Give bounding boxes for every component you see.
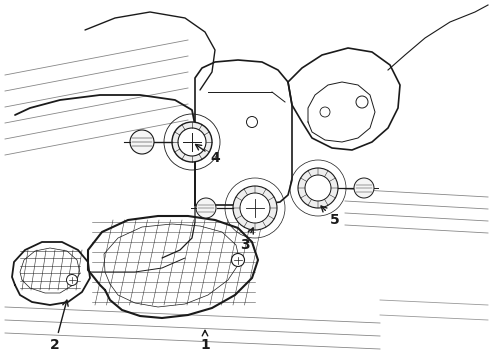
Text: 5: 5 bbox=[321, 206, 340, 227]
Circle shape bbox=[67, 274, 77, 285]
Circle shape bbox=[354, 178, 374, 198]
Circle shape bbox=[298, 168, 338, 208]
Text: 4: 4 bbox=[196, 144, 220, 165]
Circle shape bbox=[172, 122, 212, 162]
Text: 3: 3 bbox=[240, 228, 253, 252]
Circle shape bbox=[231, 253, 245, 266]
Circle shape bbox=[130, 130, 154, 154]
Circle shape bbox=[305, 175, 331, 201]
Text: 1: 1 bbox=[200, 330, 210, 352]
Circle shape bbox=[233, 186, 277, 230]
Circle shape bbox=[196, 198, 216, 218]
Circle shape bbox=[240, 193, 270, 223]
Text: 2: 2 bbox=[50, 300, 68, 352]
Circle shape bbox=[178, 128, 206, 156]
